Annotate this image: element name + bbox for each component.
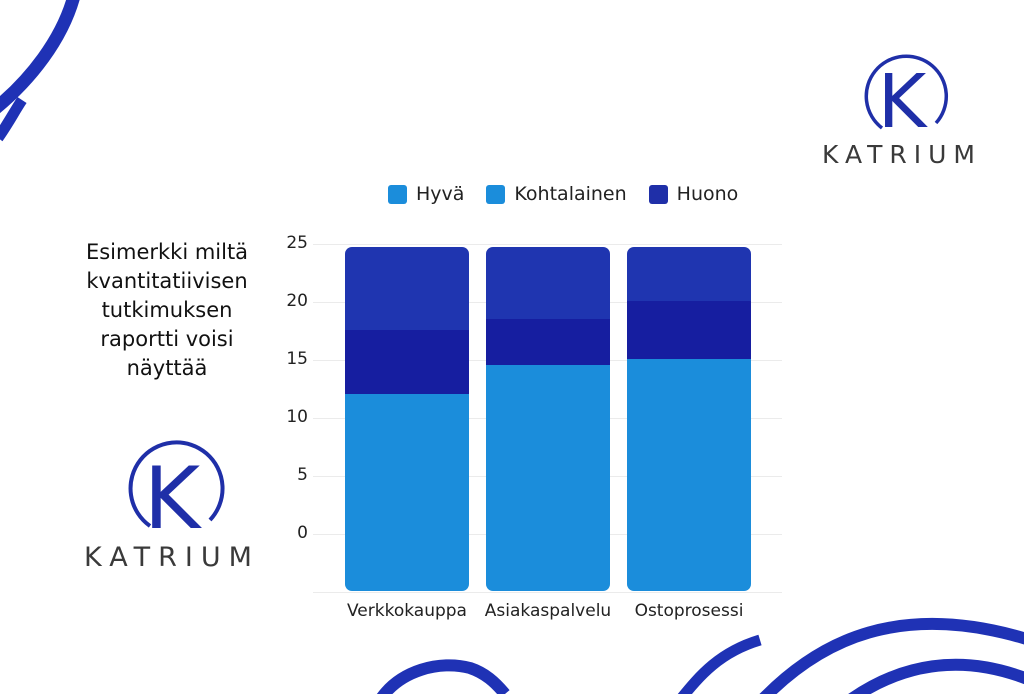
caption-line: kvantitatiivisen [86,269,248,293]
x-axis-label: Asiakaspalvelu [484,601,612,621]
bar-segment [345,330,469,395]
chart-legend: Hyvä Kohtalainen Huono [388,183,760,205]
legend-item-kohtalainen: Kohtalainen [486,183,627,205]
bar-segment [486,365,610,591]
katrium-logo-top: K KATRIUM [812,48,992,169]
legend-item-huono: Huono [648,183,739,205]
bar-ostoprosessi [627,247,751,591]
legend-swatch [388,184,407,204]
y-tick-label: 5 [297,465,308,485]
x-axis-label: Verkkokauppa [347,601,467,621]
bar-asiakaspalvelu [486,247,610,591]
bar-verkkokauppa [345,247,469,591]
legend-swatch [486,184,506,204]
legend-item-hyva: Hyvä [388,183,464,205]
y-tick-label: 25 [286,233,308,253]
caption-line: tutkimuksen [101,298,233,322]
bar-segment [627,359,751,591]
baseline [313,592,782,593]
y-tick-label: 10 [286,407,308,427]
k-circle-icon: K [864,54,949,138]
x-axis-label: Ostoprosessi [634,601,744,621]
gridline [313,244,782,245]
svg-text:K: K [878,59,929,138]
bar-segment [627,247,751,302]
y-tick-label: 20 [286,291,308,311]
katrium-logo-left: K KATRIUM [72,434,272,573]
bar-segment [345,247,469,331]
y-tick-label: 0 [297,523,308,543]
legend-label: Kohtalainen [514,183,627,205]
caption-line: raportti voisi [100,327,234,351]
k-circle-icon: K [128,440,225,538]
logo-wordmark: KATRIUM [822,140,982,169]
caption-text: Esimerkki miltä kvantitatiivisen tutkimu… [62,238,272,383]
svg-text:K: K [144,449,203,538]
logo-wordmark: KATRIUM [84,542,260,573]
bar-segment [486,318,610,366]
bar-segment [486,247,610,319]
bar-segment [627,301,751,360]
legend-swatch [648,184,668,204]
bar-segment [345,394,469,591]
legend-label: Huono [676,183,739,205]
legend-label: Hyvä [416,183,465,205]
y-tick-label: 15 [286,349,308,369]
caption-line: näyttää [126,356,208,380]
caption-line: Esimerkki miltä [85,240,249,264]
